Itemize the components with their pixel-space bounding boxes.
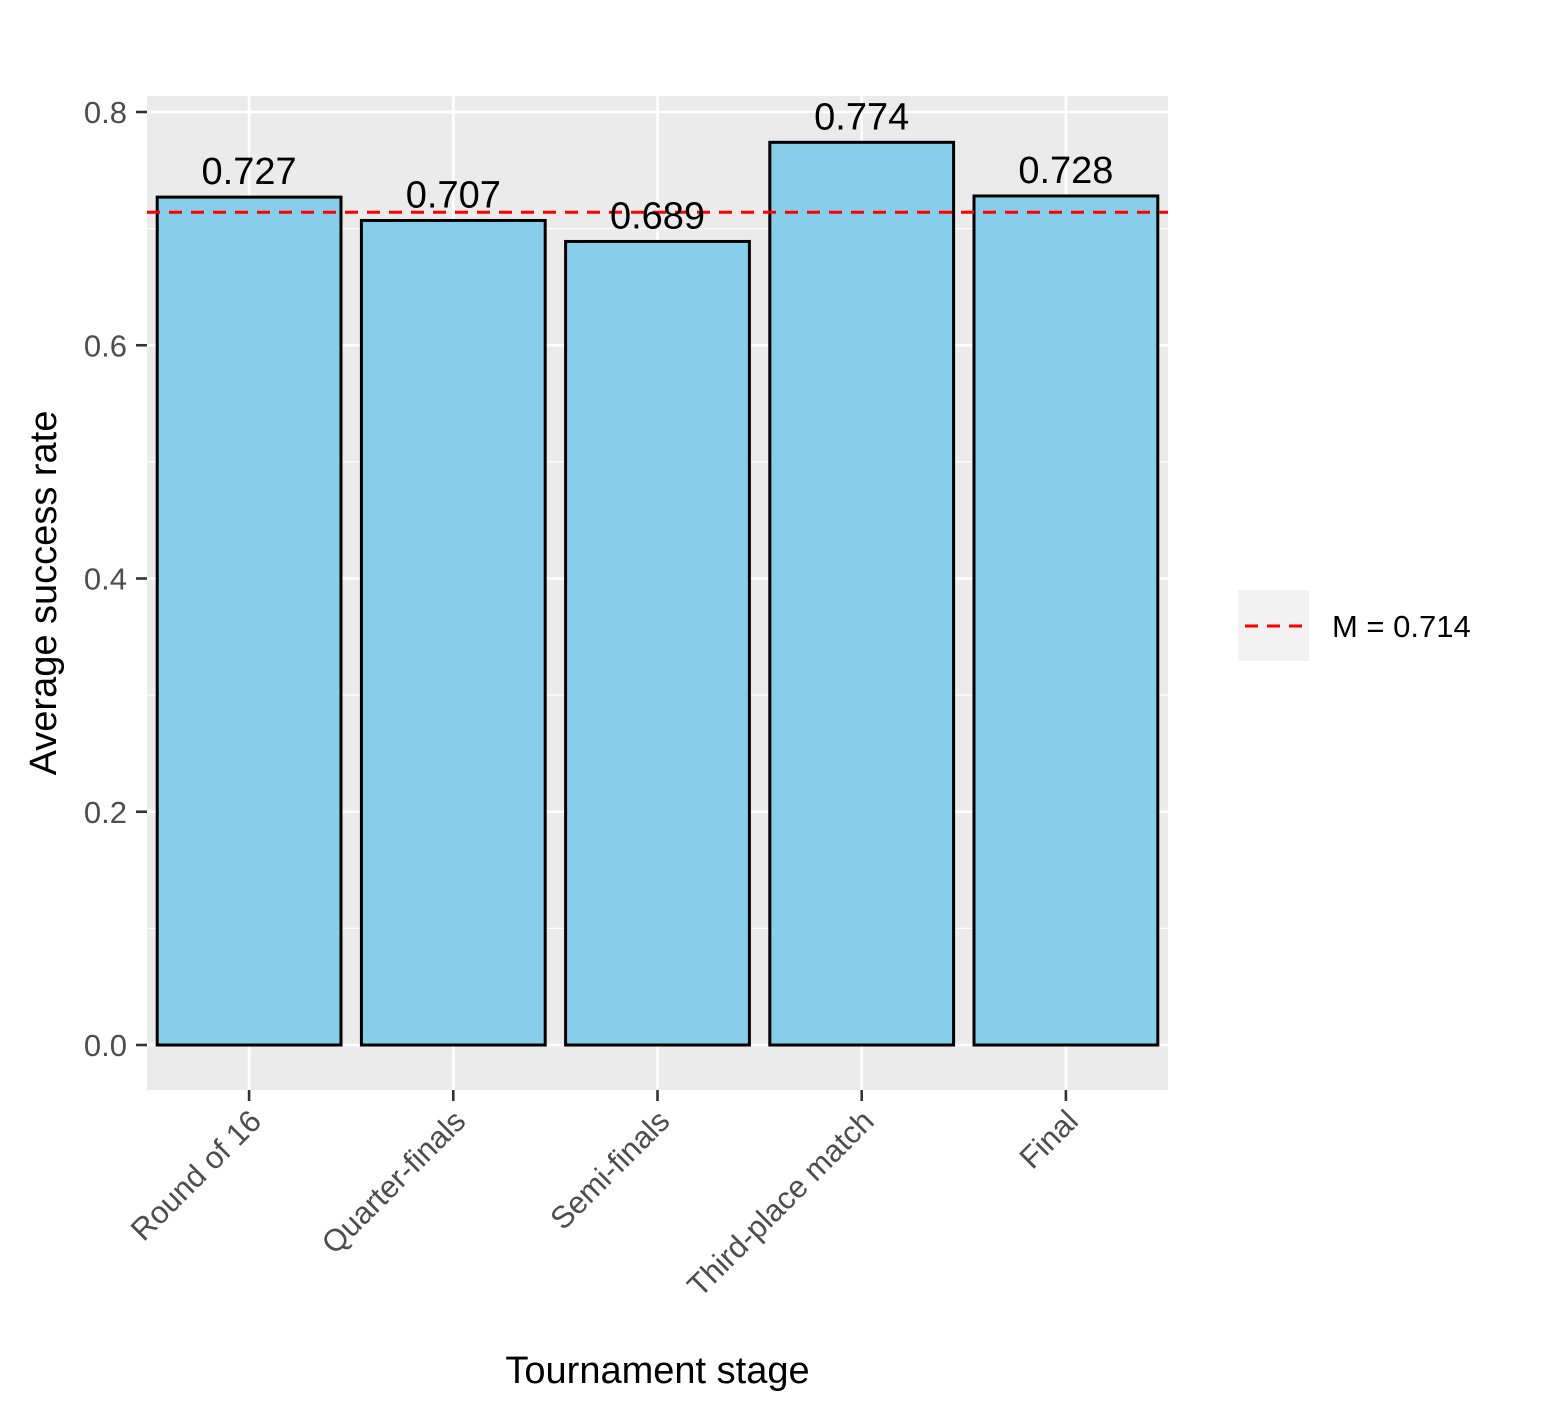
value-label: 0.727	[202, 151, 297, 193]
y-tick-label: 0.6	[84, 328, 127, 363]
x-tick-label: Third-place match	[680, 1103, 880, 1303]
bars	[155, 140, 1160, 1047]
y-tick-label: 0.2	[84, 795, 127, 830]
value-labels: 0.727 0.707 0.689 0.774 0.728	[202, 96, 1114, 237]
x-tick-label: Round of 16	[124, 1103, 268, 1247]
x-tick-label: Semi-finals	[543, 1103, 676, 1236]
y-axis-title: Average success rate	[23, 411, 65, 776]
x-tick-label: Quarter-finals	[315, 1103, 473, 1261]
y-tick-label: 0.0	[84, 1028, 127, 1063]
y-tick-label: 0.4	[84, 562, 127, 597]
bar	[564, 239, 751, 1047]
bar	[768, 140, 956, 1047]
bar	[155, 195, 343, 1047]
y-tick-label: 0.8	[84, 95, 127, 130]
value-label: 0.707	[406, 174, 501, 216]
bar	[359, 218, 547, 1047]
legend: M = 0.714	[1238, 590, 1471, 661]
value-label: 0.774	[814, 96, 909, 138]
value-label: 0.689	[610, 195, 705, 237]
x-tick-label: Final	[1013, 1103, 1085, 1175]
x-axis-title: Tournament stage	[505, 1350, 809, 1392]
value-label: 0.728	[1018, 150, 1113, 192]
bar	[972, 194, 1160, 1047]
x-axis: Round of 16 Quarter-finals Semi-finals Thir…	[124, 1090, 1085, 1303]
y-axis: 0.0 0.2 0.4 0.6 0.8	[84, 95, 147, 1063]
legend-label: M = 0.714	[1332, 609, 1471, 644]
